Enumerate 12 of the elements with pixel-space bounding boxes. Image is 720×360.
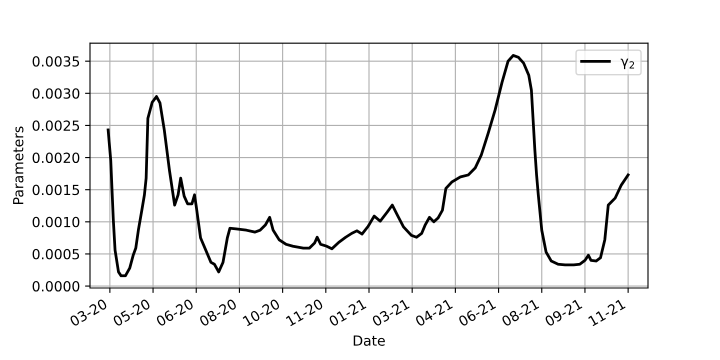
y-axis-title: Parameters — [13, 126, 24, 204]
y-tick-label: 0.0005 — [32, 248, 80, 260]
y-tick-label: 0.0010 — [32, 216, 80, 228]
y-tick-label: 0.0015 — [32, 184, 80, 196]
y-tick-label: 0.0035 — [32, 56, 80, 67]
y-tick-label: 0.0000 — [32, 281, 80, 292]
line-series — [106, 54, 630, 278]
legend-label: γ$_{2}$ — [620, 58, 634, 70]
y-tick-label: 0.0030 — [32, 88, 80, 99]
y-tick-label: 0.0025 — [32, 120, 80, 131]
x-axis-title: Date — [354, 336, 385, 346]
y-tick-label: 0.0020 — [32, 152, 80, 164]
